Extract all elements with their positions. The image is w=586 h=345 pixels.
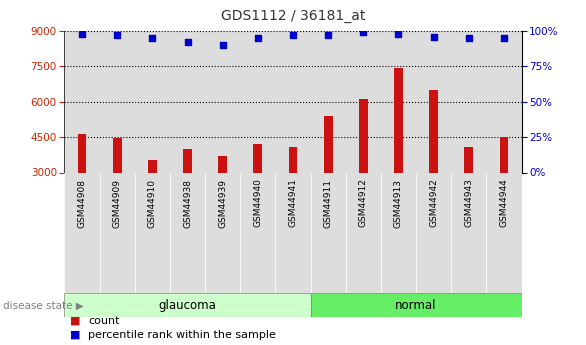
Bar bbox=[451, 31, 486, 172]
Bar bbox=[148, 159, 157, 172]
Bar bbox=[113, 138, 122, 172]
Bar bbox=[311, 172, 346, 293]
Point bbox=[394, 31, 403, 37]
Text: GSM44940: GSM44940 bbox=[253, 179, 263, 227]
Bar bbox=[451, 172, 486, 293]
Bar bbox=[416, 31, 451, 172]
Point bbox=[253, 36, 263, 41]
Point bbox=[429, 34, 438, 39]
Bar bbox=[100, 172, 135, 293]
Bar bbox=[240, 172, 275, 293]
Text: GSM44913: GSM44913 bbox=[394, 179, 403, 228]
Bar bbox=[275, 31, 311, 172]
Text: GSM44908: GSM44908 bbox=[77, 179, 87, 228]
Bar bbox=[135, 172, 170, 293]
Text: percentile rank within the sample: percentile rank within the sample bbox=[88, 330, 276, 339]
Bar bbox=[465, 147, 473, 172]
Bar bbox=[486, 172, 522, 293]
Bar bbox=[64, 293, 311, 317]
Text: ■: ■ bbox=[70, 316, 81, 326]
Point bbox=[148, 36, 157, 41]
Bar bbox=[311, 293, 522, 317]
Text: GSM44909: GSM44909 bbox=[113, 179, 122, 228]
Bar bbox=[275, 172, 311, 293]
Bar bbox=[135, 31, 170, 172]
Text: disease state ▶: disease state ▶ bbox=[3, 300, 84, 310]
Text: GDS1112 / 36181_at: GDS1112 / 36181_at bbox=[221, 9, 365, 23]
Text: glaucoma: glaucoma bbox=[159, 299, 216, 312]
Point bbox=[77, 31, 87, 37]
Bar bbox=[346, 172, 381, 293]
Bar bbox=[100, 31, 135, 172]
Bar bbox=[170, 172, 205, 293]
Bar bbox=[346, 31, 381, 172]
Text: ■: ■ bbox=[70, 330, 81, 339]
Text: GSM44911: GSM44911 bbox=[323, 179, 333, 228]
Point bbox=[323, 32, 333, 38]
Bar bbox=[289, 147, 298, 172]
Point bbox=[499, 36, 509, 41]
Text: GSM44912: GSM44912 bbox=[359, 179, 368, 227]
Bar bbox=[218, 156, 227, 172]
Point bbox=[183, 40, 192, 45]
Text: GSM44939: GSM44939 bbox=[218, 179, 227, 228]
Point bbox=[218, 42, 227, 48]
Bar bbox=[77, 134, 87, 172]
Text: GSM44941: GSM44941 bbox=[288, 179, 298, 227]
Point bbox=[464, 36, 473, 41]
Bar bbox=[429, 90, 438, 172]
Bar bbox=[64, 31, 100, 172]
Text: GSM44942: GSM44942 bbox=[429, 179, 438, 227]
Point bbox=[359, 30, 368, 35]
Bar bbox=[240, 31, 275, 172]
Bar bbox=[205, 172, 240, 293]
Bar bbox=[311, 31, 346, 172]
Bar bbox=[486, 31, 522, 172]
Bar bbox=[254, 144, 263, 172]
Text: count: count bbox=[88, 316, 120, 326]
Text: GSM44943: GSM44943 bbox=[464, 179, 473, 227]
Bar bbox=[183, 149, 192, 172]
Bar bbox=[170, 31, 205, 172]
Point bbox=[288, 32, 298, 38]
Text: GSM44944: GSM44944 bbox=[499, 179, 509, 227]
Bar bbox=[323, 116, 333, 172]
Bar bbox=[205, 31, 240, 172]
Bar bbox=[394, 68, 403, 172]
Bar bbox=[500, 137, 509, 172]
Text: normal: normal bbox=[396, 299, 437, 312]
Bar bbox=[416, 172, 451, 293]
Bar bbox=[381, 172, 416, 293]
Bar bbox=[381, 31, 416, 172]
Point bbox=[113, 32, 122, 38]
Bar bbox=[64, 172, 100, 293]
Text: GSM44938: GSM44938 bbox=[183, 179, 192, 228]
Bar bbox=[359, 99, 368, 172]
Text: GSM44910: GSM44910 bbox=[148, 179, 157, 228]
